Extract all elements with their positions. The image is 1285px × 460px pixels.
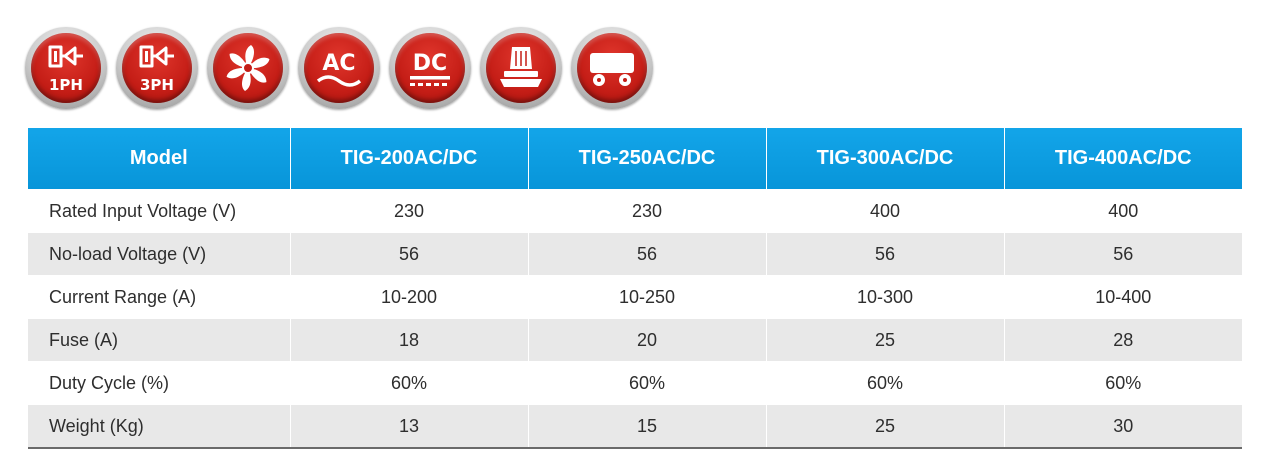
specification-table: Model TIG-200AC/DC TIG-250AC/DC TIG-300A…: [28, 128, 1242, 449]
table-row: Rated Input Voltage (V) 230 230 400 400: [28, 189, 1242, 233]
table-cell: 15: [528, 404, 767, 449]
row-label: Current Range (A): [28, 275, 291, 319]
row-label: Rated Input Voltage (V): [28, 189, 291, 233]
table-row: Weight (Kg) 13 15 25 30: [28, 404, 1242, 449]
header-model: Model: [28, 128, 291, 190]
row-label: Weight (Kg): [28, 404, 291, 449]
table-cell: 230: [290, 189, 529, 233]
three-phase-input-icon: 3PH: [116, 27, 198, 109]
table-cell: 60%: [290, 361, 529, 405]
icon-label-ac: AC: [322, 51, 355, 76]
fan-cooling-icon: [207, 27, 289, 109]
table-cell: 18: [290, 318, 529, 362]
table-cell: 230: [528, 189, 767, 233]
table-cell: 56: [290, 232, 529, 276]
icon-label-dc: DC: [413, 51, 447, 76]
table-cell: 28: [1004, 318, 1242, 362]
header-tig-300: TIG-300AC/DC: [766, 128, 1005, 190]
header-tig-250: TIG-250AC/DC: [528, 128, 767, 190]
table-cell: 400: [766, 189, 1005, 233]
table-cell: 60%: [528, 361, 767, 405]
foot-pedal-icon: [480, 27, 562, 109]
row-label: No-load Voltage (V): [28, 232, 291, 276]
table-cell: 400: [1004, 189, 1242, 233]
trolley-cart-icon: [571, 27, 653, 109]
icon-label-1ph: 1PH: [49, 76, 83, 94]
header-tig-200: TIG-200AC/DC: [290, 128, 529, 190]
table-cell: 25: [766, 404, 1005, 449]
icon-label-3ph: 3PH: [140, 76, 174, 94]
dc-output-icon: DC: [389, 27, 471, 109]
table-row: No-load Voltage (V) 56 56 56 56: [28, 232, 1242, 276]
table-cell: 60%: [766, 361, 1005, 405]
table-cell: 13: [290, 404, 529, 449]
table-cell: 25: [766, 318, 1005, 362]
table-header-row: Model TIG-200AC/DC TIG-250AC/DC TIG-300A…: [28, 128, 1242, 190]
feature-icon-strip: 1PH 3PH: [25, 27, 662, 109]
table-row: Current Range (A) 10-200 10-250 10-300 1…: [28, 275, 1242, 319]
table-cell: 56: [528, 232, 767, 276]
table-body: Rated Input Voltage (V) 230 230 400 400 …: [28, 189, 1242, 449]
table-cell: 10-400: [1004, 275, 1242, 319]
table-cell: 56: [1004, 232, 1242, 276]
header-tig-400: TIG-400AC/DC: [1004, 128, 1242, 190]
row-label: Fuse (A): [28, 318, 291, 362]
table-cell: 20: [528, 318, 767, 362]
table-cell: 10-200: [290, 275, 529, 319]
row-label: Duty Cycle (%): [28, 361, 291, 405]
single-phase-input-icon: 1PH: [25, 27, 107, 109]
table-row: Fuse (A) 18 20 25 28: [28, 318, 1242, 362]
ac-output-icon: AC: [298, 27, 380, 109]
table-cell: 56: [766, 232, 1005, 276]
table-cell: 10-250: [528, 275, 767, 319]
table-cell: 10-300: [766, 275, 1005, 319]
table-cell: 60%: [1004, 361, 1242, 405]
table-cell: 30: [1004, 404, 1242, 449]
table-row: Duty Cycle (%) 60% 60% 60% 60%: [28, 361, 1242, 405]
table-header: Model TIG-200AC/DC TIG-250AC/DC TIG-300A…: [28, 128, 1242, 190]
